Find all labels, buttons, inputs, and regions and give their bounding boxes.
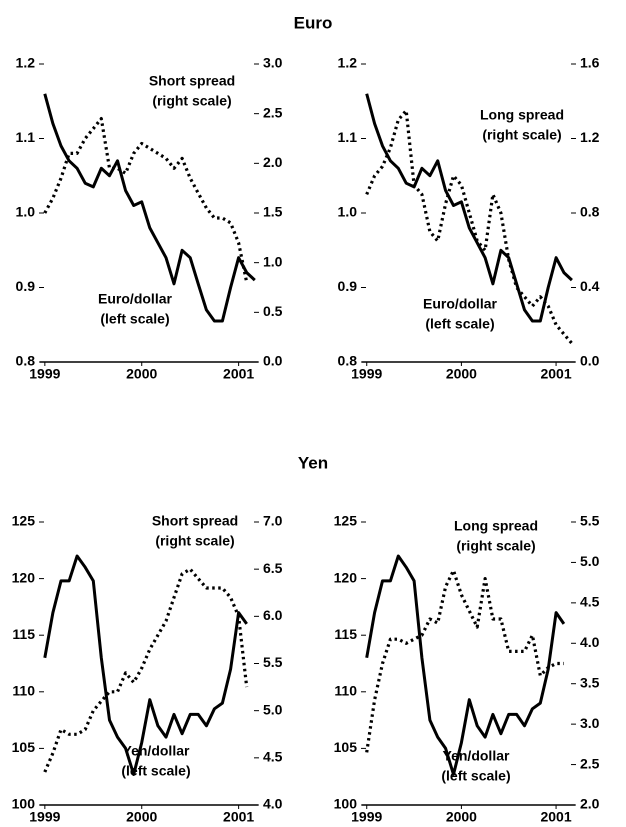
series-note: (right scale) [482,127,561,143]
y-tick-label: 105 [12,739,36,755]
series-line [365,554,566,776]
series-label: Yen/dollar [443,748,510,764]
y-tick-label: 1.2 [338,55,358,71]
y2-tick-label: 3.0 [263,55,283,71]
y-tick-label: 120 [12,569,36,585]
series-label: Long spread [454,518,538,534]
section-title: Yen [298,453,328,472]
y-tick-label: 125 [12,513,36,529]
y2-tick-label: 3.0 [580,715,600,731]
series-note: (left scale) [425,316,494,332]
y2-tick-label: 4.5 [263,749,283,765]
y2-tick-label: 0.4 [580,278,600,294]
y2-tick-label: 1.0 [263,253,283,269]
y-tick-label: 1.0 [338,204,358,220]
y2-tick-label: 1.2 [580,129,600,145]
y2-tick-label: 3.5 [580,674,600,690]
y2-tick-label: 0.5 [263,303,283,319]
y2-tick-label: 5.5 [263,654,283,670]
y2-tick-label: 0.8 [580,204,600,220]
y-tick-label: 100 [334,796,358,812]
x-tick-label: 2001 [540,809,571,825]
y-tick-label: 1.1 [16,129,36,145]
series-line [43,117,249,283]
y-tick-label: 0.9 [16,278,36,294]
series-label: Euro/dollar [423,296,497,312]
x-tick-label: 1999 [29,809,60,825]
y2-tick-label: 0.0 [263,353,283,369]
x-tick-label: 2000 [126,366,157,382]
series-note: (right scale) [152,93,231,109]
x-tick-label: 2001 [540,366,571,382]
series-label: Short spread [152,513,238,529]
y-tick-label: 0.8 [338,353,358,369]
y-tick-label: 0.8 [16,353,36,369]
y2-tick-label: 5.0 [263,701,283,717]
y2-tick-label: 1.5 [263,204,283,220]
x-tick-label: 1999 [351,809,382,825]
series-label: Euro/dollar [98,291,172,307]
series-label: Yen/dollar [123,743,190,759]
x-tick-label: 1999 [29,366,60,382]
series-label: Short spread [149,73,235,89]
y2-tick-label: 5.0 [580,553,600,569]
x-tick-label: 2001 [223,809,254,825]
y2-tick-label: 5.5 [580,513,600,529]
y2-tick-label: 0.0 [580,353,600,369]
series-note: (left scale) [121,763,190,779]
series-line [365,568,564,753]
y2-tick-label: 1.6 [580,55,600,71]
series-line [43,567,249,773]
y2-tick-label: 4.0 [580,634,600,650]
y-tick-label: 1.1 [338,129,358,145]
y2-tick-label: 2.0 [263,154,283,170]
y-tick-label: 120 [334,569,358,585]
y-tick-label: 1.0 [16,204,36,220]
x-tick-label: 2000 [446,809,477,825]
series-line [365,93,573,323]
y-tick-label: 100 [12,796,36,812]
x-tick-label: 2000 [446,366,477,382]
y2-tick-label: 6.0 [263,607,283,623]
series-note: (left scale) [100,311,169,327]
y2-tick-label: 2.5 [263,104,283,120]
y2-tick-label: 2.0 [580,796,600,812]
y2-tick-label: 7.0 [263,513,283,529]
series-label: Long spread [480,107,564,123]
section-title: Euro [294,13,333,32]
y2-tick-label: 6.5 [263,560,283,576]
series-note: (right scale) [155,533,234,549]
series-note: (right scale) [456,538,535,554]
y-tick-label: 1.2 [16,55,36,71]
y2-tick-label: 2.5 [580,755,600,771]
y-tick-label: 115 [334,626,357,642]
x-tick-label: 2001 [223,366,254,382]
y2-tick-label: 4.5 [580,594,600,610]
x-tick-label: 2000 [126,809,157,825]
x-tick-label: 1999 [351,366,382,382]
y-tick-label: 115 [12,626,35,642]
y-tick-label: 110 [334,683,357,699]
series-line [43,93,256,323]
series-note: (left scale) [441,768,510,784]
y-tick-label: 110 [12,683,35,699]
y-tick-label: 0.9 [338,278,358,294]
y-tick-label: 105 [334,739,358,755]
series-line [365,109,574,345]
series-line [43,554,248,776]
y-tick-label: 125 [334,513,358,529]
y2-tick-label: 4.0 [263,796,283,812]
